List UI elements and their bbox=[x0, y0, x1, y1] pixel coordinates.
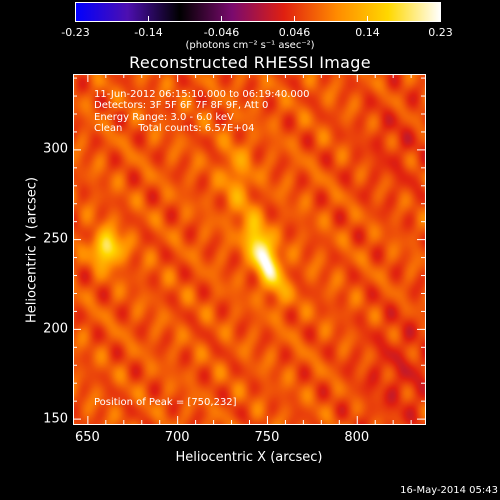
footer-date: 16-May-2014 05:43 bbox=[400, 485, 498, 496]
annotation-peak-position: Position of Peak = [750,232] bbox=[94, 397, 237, 408]
x-tick-label: 650 bbox=[74, 430, 100, 445]
colorbar-tick-label: -0.14 bbox=[134, 26, 163, 39]
annotation-detectors: Detectors: 3F 5F 6F 7F 8F 9F, Att 0 bbox=[94, 100, 269, 111]
y-tick-label: 250 bbox=[43, 231, 68, 247]
colorbar-tick-label: -0.23 bbox=[61, 26, 90, 39]
y-axis-label: Heliocentric Y (arcsec) bbox=[24, 177, 40, 323]
x-tick-label: 800 bbox=[344, 430, 370, 445]
annotation-time-range: 11-Jun-2012 06:15:10.000 to 06:19:40.000 bbox=[94, 89, 310, 100]
x-axis-label: Heliocentric X (arcsec) bbox=[175, 450, 323, 465]
chart-title: Reconstructed RHESSI Image bbox=[129, 53, 371, 72]
colorbar bbox=[75, 2, 441, 22]
y-tick-label: 200 bbox=[43, 321, 68, 337]
colorbar-tick-label: 0.23 bbox=[428, 26, 453, 39]
annotation-energy-range: Energy Range: 3.0 - 6.0 keV bbox=[94, 112, 234, 123]
x-tick-label: 750 bbox=[254, 430, 280, 445]
y-tick-label: 300 bbox=[43, 141, 68, 157]
y-tick-label: 150 bbox=[43, 411, 68, 427]
colorbar-tick-label: 0.046 bbox=[278, 26, 311, 39]
x-tick-label: 700 bbox=[164, 430, 190, 445]
colorbar-units: (photons cm⁻² s⁻¹ asec⁻²) bbox=[185, 40, 315, 51]
annotation-clean-counts: Clean Total counts: 6.57E+04 bbox=[94, 123, 255, 134]
heatmap-image bbox=[73, 74, 425, 424]
colorbar-tick-label: -0.046 bbox=[203, 26, 240, 39]
colorbar-tick-label: 0.14 bbox=[355, 26, 380, 39]
